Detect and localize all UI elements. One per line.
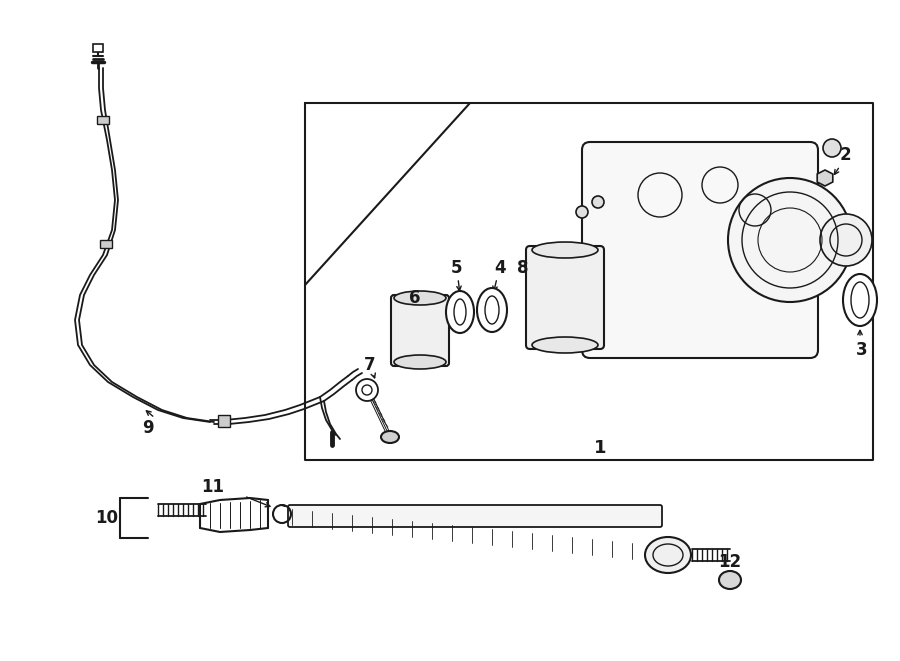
Ellipse shape [532,337,598,353]
Bar [97,116,109,124]
Bar [218,415,230,427]
Text: 6: 6 [410,289,421,307]
Ellipse shape [532,242,598,258]
Circle shape [823,139,841,157]
Polygon shape [817,170,833,186]
Text: 9: 9 [142,419,154,437]
Text: 2: 2 [839,146,850,164]
Text: 7: 7 [364,356,376,374]
Ellipse shape [719,571,741,589]
Text: 8: 8 [518,259,529,277]
Ellipse shape [381,431,399,443]
Text: 5: 5 [450,259,462,277]
FancyBboxPatch shape [288,505,662,527]
Circle shape [728,178,852,302]
Bar [100,240,112,248]
Bar [93,44,103,52]
Circle shape [356,379,378,401]
Ellipse shape [645,537,691,573]
Ellipse shape [394,291,446,305]
FancyBboxPatch shape [391,295,449,366]
Text: 12: 12 [718,553,742,571]
Text: 11: 11 [202,478,224,496]
FancyBboxPatch shape [582,142,818,358]
Ellipse shape [843,274,877,326]
Circle shape [592,196,604,208]
Text: 10: 10 [95,509,119,527]
Text: 3: 3 [856,341,868,359]
Circle shape [820,214,872,266]
Ellipse shape [446,291,474,333]
FancyBboxPatch shape [526,246,604,349]
Ellipse shape [477,288,507,332]
Circle shape [576,206,588,218]
Ellipse shape [394,355,446,369]
Text: 4: 4 [494,259,506,277]
Text: 1: 1 [594,439,607,457]
